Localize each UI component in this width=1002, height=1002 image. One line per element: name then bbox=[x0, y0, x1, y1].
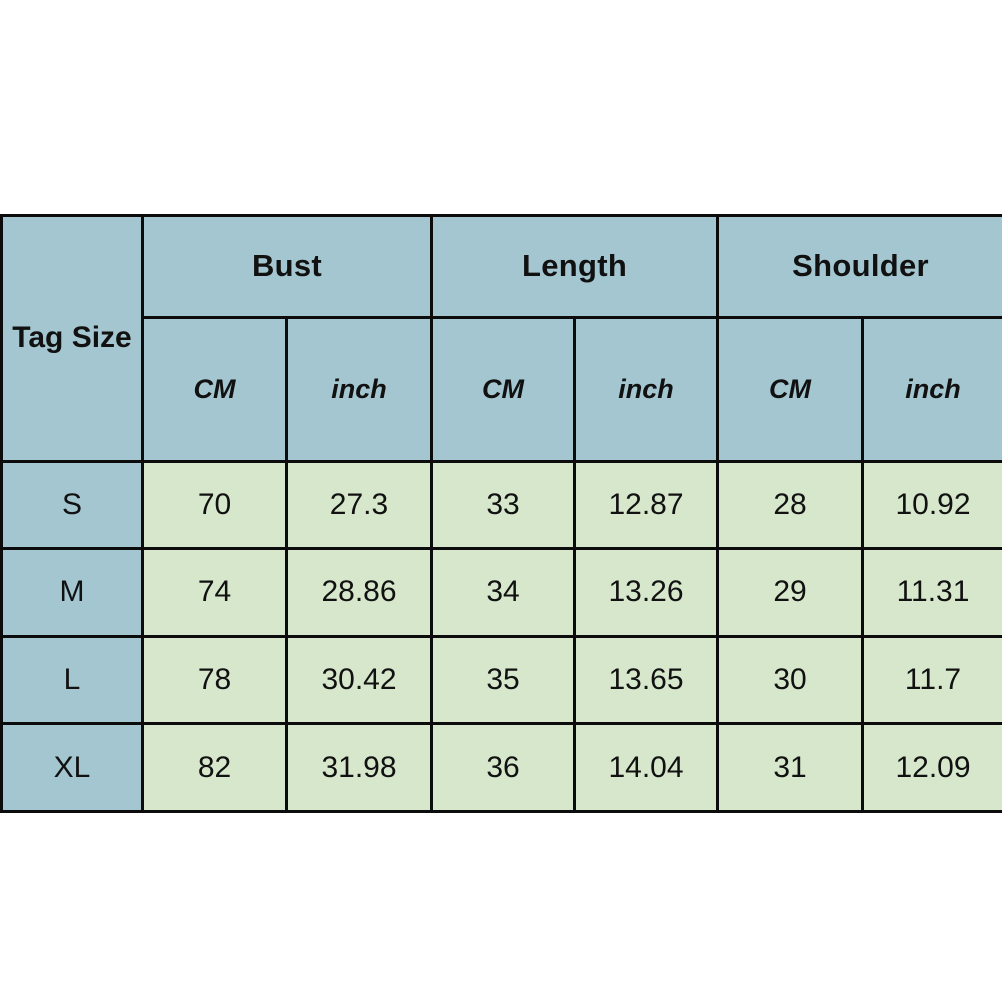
cell-length-inch: 14.04 bbox=[572, 722, 720, 813]
cell-bust-cm: 74 bbox=[141, 547, 288, 638]
header-unit-shoulder-cm: CM bbox=[716, 315, 865, 463]
cell-length-cm: 35 bbox=[430, 634, 576, 726]
cell-shoulder-cm: 30 bbox=[716, 634, 865, 726]
header-unit-bust-inch: inch bbox=[285, 315, 433, 463]
cell-length-cm: 33 bbox=[430, 459, 576, 551]
table-row: S 70 27.3 33 12.87 28 10.92 bbox=[0, 459, 1002, 551]
table-header-group-row: Tag Size Bust Length Shoulder bbox=[0, 214, 1002, 463]
header-group-shoulder: Shoulder bbox=[716, 214, 1002, 319]
cell-bust-inch: 27.3 bbox=[285, 459, 433, 551]
cell-bust-inch: 28.86 bbox=[285, 547, 433, 638]
header-group-bust: Bust bbox=[141, 214, 433, 319]
cell-bust-cm: 70 bbox=[141, 459, 288, 551]
cell-shoulder-inch: 12.09 bbox=[861, 722, 1002, 813]
cell-shoulder-inch: 10.92 bbox=[861, 459, 1002, 551]
table-row: L 78 30.42 35 13.65 30 11.7 bbox=[0, 634, 1002, 726]
table-row: XL 82 31.98 36 14.04 31 12.09 bbox=[0, 722, 1002, 813]
cell-bust-cm: 82 bbox=[141, 722, 288, 813]
header-tag-size: Tag Size bbox=[0, 214, 144, 463]
table-header-unit-row: CM inch CM inch CM inch bbox=[2, 315, 1002, 463]
cell-shoulder-cm: 28 bbox=[716, 459, 865, 551]
cell-size: S bbox=[0, 459, 144, 551]
cell-length-cm: 36 bbox=[430, 722, 576, 813]
cell-size: L bbox=[0, 634, 144, 726]
cell-shoulder-inch: 11.7 bbox=[861, 634, 1002, 726]
cell-bust-inch: 30.42 bbox=[285, 634, 433, 726]
header-unit-bust-cm: CM bbox=[141, 315, 288, 463]
header-unit-length-cm: CM bbox=[430, 315, 576, 463]
cell-length-inch: 13.65 bbox=[572, 634, 720, 726]
cell-shoulder-inch: 11.31 bbox=[861, 547, 1002, 638]
cell-size: XL bbox=[0, 722, 144, 813]
header-unit-length-inch: inch bbox=[572, 315, 720, 463]
cell-bust-inch: 31.98 bbox=[285, 722, 433, 813]
cell-length-inch: 13.26 bbox=[572, 547, 720, 638]
header-group-length: Length bbox=[429, 214, 720, 319]
cell-length-inch: 12.87 bbox=[572, 459, 720, 551]
size-chart-table: Tag Size Bust Length Shoulder CM inch CM… bbox=[0, 214, 1002, 813]
cell-size: M bbox=[0, 547, 144, 638]
table-row: M 74 28.86 34 13.26 29 11.31 bbox=[0, 547, 1002, 638]
cell-shoulder-cm: 31 bbox=[716, 722, 865, 813]
size-chart-container: Tag Size Bust Length Shoulder CM inch CM… bbox=[0, 214, 1002, 813]
cell-bust-cm: 78 bbox=[141, 634, 288, 726]
cell-shoulder-cm: 29 bbox=[716, 547, 865, 638]
header-unit-shoulder-inch: inch bbox=[861, 315, 1002, 463]
cell-length-cm: 34 bbox=[430, 547, 576, 638]
